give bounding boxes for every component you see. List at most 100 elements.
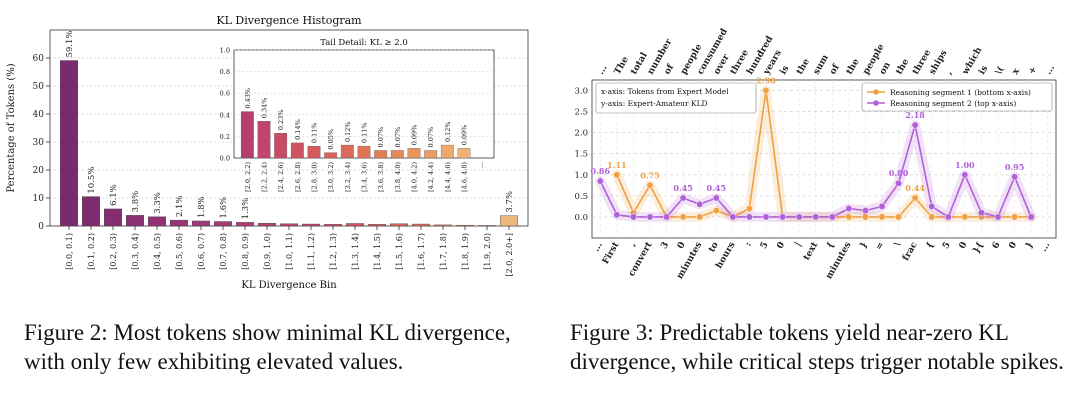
bar xyxy=(434,224,453,227)
inset-bar xyxy=(390,150,404,159)
inset-bar xyxy=(257,121,271,159)
series-point xyxy=(795,213,803,221)
inset-bar-data-label: 0.07% xyxy=(377,127,385,148)
bottom-x-tick-label: { xyxy=(825,241,837,251)
inset-x-tick-label: [4.0, 4.2) xyxy=(411,162,419,192)
inset-x-tick-label: [3.8, 4.0) xyxy=(394,162,402,192)
bottom-x-tick-label: 0 xyxy=(775,241,787,251)
top-x-tick-label: x xyxy=(1011,66,1023,76)
bar xyxy=(169,219,188,227)
inset-x-tick-label: [2.0, 2.2) xyxy=(244,162,252,192)
bar-data-label: 1.6% xyxy=(219,197,229,219)
bottom-x-tick-label: ... xyxy=(1039,241,1052,254)
inset-x-tick-label: [3.0, 3.2) xyxy=(327,162,335,192)
series-point xyxy=(994,213,1002,221)
x-tick-label: [0.4, 0.5) xyxy=(153,233,162,270)
x-tick-label: [0.5, 0.6) xyxy=(175,233,184,270)
x-tick-label: [1.5, 1.6) xyxy=(395,233,404,270)
inset-bar xyxy=(407,148,421,159)
top-x-tick-label: ... xyxy=(1044,63,1057,76)
top-x-tick-label: is xyxy=(977,64,990,76)
bottom-x-tick-label: } xyxy=(1024,240,1036,250)
series-point xyxy=(779,213,787,221)
annotation-text: x-axis: Tokens from Expert Model xyxy=(601,87,729,96)
inset-y-tick-label: 0.2 xyxy=(220,133,230,141)
y-tick-label: 2.0 xyxy=(574,129,588,139)
x-tick-label: [1.2, 1.3) xyxy=(329,233,338,270)
legend-box xyxy=(861,82,1053,112)
inset-bar-data-label: 0.11% xyxy=(361,122,369,143)
series-point xyxy=(911,194,919,202)
inset-bar-data-label: 0.14% xyxy=(294,119,302,140)
bar-data-label: 10.5% xyxy=(87,167,97,194)
series-point xyxy=(745,213,753,221)
bar xyxy=(258,222,277,227)
point-data-label: 0.45 xyxy=(673,183,692,193)
series-point xyxy=(1011,213,1019,221)
bar xyxy=(103,208,122,227)
top-x-tick-label: ... xyxy=(596,63,609,76)
bottom-x-tick-label: , xyxy=(628,241,638,249)
top-x-tick-label: is xyxy=(779,64,792,76)
series-point xyxy=(762,87,770,94)
bar xyxy=(125,215,144,227)
x-tick-label: [1.3, 1.4) xyxy=(351,233,360,270)
y-tick-label: 0 xyxy=(38,222,44,232)
inset-bar xyxy=(324,152,338,159)
bar-data-label: 3.7% xyxy=(505,191,515,213)
bottom-x-tick-label: = xyxy=(874,241,886,253)
inset-x-tick-label: [2.6, 2.8) xyxy=(294,162,302,192)
legend-swatch-marker xyxy=(873,100,879,106)
series-point xyxy=(828,213,836,221)
inset-bar xyxy=(307,145,321,159)
chart-title: KL Divergence Histogram xyxy=(216,14,362,27)
series-point xyxy=(845,205,853,212)
x-tick-label: [2.0, 2.0+] xyxy=(505,233,514,276)
point-data-label: 2.98 xyxy=(756,76,776,86)
inset-y-tick-label: 0.0 xyxy=(220,155,230,163)
legend-label: Reasoning segment 1 (bottom x-axis) xyxy=(890,88,1031,97)
point-data-label: 2.18 xyxy=(905,110,925,120)
inset-x-tick-label: [3.2, 3.4) xyxy=(344,162,352,192)
annotation-text: y-axis: Expert-Amateur KLD xyxy=(600,99,708,108)
x-tick-label: [0.9, 1.0) xyxy=(263,233,272,270)
top-x-tick-label: the xyxy=(795,57,812,76)
series-point xyxy=(878,213,886,221)
bar-data-label: 59.1% xyxy=(65,31,75,58)
x-tick-label: [0.3, 0.4) xyxy=(131,233,140,270)
x-tick-label: [1.4, 1.5) xyxy=(373,233,382,270)
series-point xyxy=(1027,213,1035,221)
bar xyxy=(191,220,210,227)
y-tick-label: 60 xyxy=(33,54,45,64)
inset-bar xyxy=(290,142,304,159)
inset-bar-data-label: 0.09% xyxy=(411,125,419,146)
inset-bar-data-label: 0.09% xyxy=(461,125,469,146)
inset-bar xyxy=(440,144,454,159)
y-axis-label: Percentage of Tokens (%) xyxy=(6,63,17,192)
series-point xyxy=(944,213,952,221)
inset-x-tick-label: [3.6, 3.8) xyxy=(377,162,385,192)
bottom-x-tick-label: 0 xyxy=(676,241,688,251)
inset-bar-data-label: 0.07% xyxy=(394,127,402,148)
inset-bar-data-label: 0.07% xyxy=(427,127,435,148)
bar xyxy=(235,222,254,227)
bar xyxy=(412,223,431,227)
inset-y-tick-label: 0.4 xyxy=(220,111,230,119)
inset-bar xyxy=(374,150,388,159)
x-tick-label: [1.8, 1.9) xyxy=(461,233,470,270)
inset-y-tick-label: 1.0 xyxy=(220,47,230,55)
bar-data-label: 3.8% xyxy=(131,191,141,213)
point-data-label: 0.45 xyxy=(707,183,726,193)
inset-bar-data-label: 0.34% xyxy=(261,98,269,119)
series-point xyxy=(977,209,985,217)
series-point xyxy=(613,171,621,179)
x-tick-label: [1.9, 2.0) xyxy=(483,233,492,270)
x-tick-label: [0.2, 0.3) xyxy=(109,233,118,270)
inset-bar xyxy=(457,148,471,159)
inset-y-tick-label: 0.6 xyxy=(220,90,230,98)
bottom-x-tick-label: to xyxy=(707,241,721,255)
bottom-x-tick-label: { xyxy=(925,241,937,251)
bar xyxy=(302,223,321,227)
bottom-x-tick-label: First xyxy=(601,240,622,266)
inset-bar-data-label: 0.11% xyxy=(311,122,319,143)
